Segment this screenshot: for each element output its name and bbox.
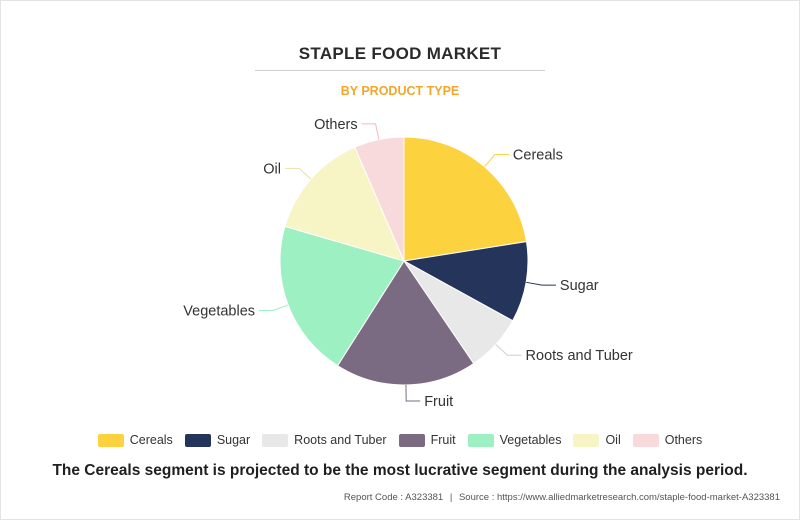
pie-slice-oil (284, 146, 405, 262)
chart-title: STAPLE FOOD MARKET (298, 44, 502, 63)
legend-label-fruit: Fruit (430, 433, 456, 447)
report-code: Report Code : A323381 (343, 492, 444, 503)
leader-line-cereals (484, 154, 509, 168)
legend-item-roots-and-tuber: Roots and Tuber (262, 433, 387, 447)
report-footer: Report Code : A323381 | Source : https:/… (0, 492, 780, 503)
legend-swatch-others (632, 433, 659, 447)
slice-label-roots-and-tuber: Roots and Tuber (526, 348, 633, 364)
leader-line-sugar (526, 281, 556, 286)
legend: Cereals Sugar Roots and Tuber Fruit Vegetabl… (0, 433, 800, 447)
legend-label-roots-and-tuber: Roots and Tuber (294, 433, 387, 447)
legend-item-cereals: Cereals (97, 433, 173, 447)
legend-label-others: Others (664, 433, 703, 447)
legend-item-vegetables: Vegetables (467, 433, 562, 447)
legend-swatch-oil (573, 433, 600, 447)
slice-label-sugar: Sugar (560, 278, 599, 294)
legend-label-vegetables: Vegetables (499, 433, 562, 447)
leader-line-oil (284, 167, 312, 180)
leader-line-others (361, 123, 380, 140)
legend-swatch-cereals (97, 433, 124, 447)
chart-caption: The Cereals segment is projected to be t… (52, 462, 748, 479)
leader-line-fruit (405, 384, 421, 402)
legend-swatch-vegetables (467, 433, 494, 447)
legend-label-sugar: Sugar (216, 433, 251, 447)
legend-label-oil: Oil (605, 433, 621, 447)
legend-swatch-fruit (398, 433, 425, 447)
legend-item-sugar: Sugar (184, 433, 251, 447)
leader-line-roots-and-tuber (495, 344, 522, 356)
legend-item-fruit: Fruit (398, 433, 456, 447)
slice-label-vegetables: Vegetables (183, 303, 255, 319)
pie-slice-cereals (403, 136, 528, 262)
report-source: Source : https://www.alliedmarketresearc… (458, 492, 780, 503)
pie-slice-sugar (402, 241, 529, 322)
legend-item-others: Others (632, 433, 703, 447)
footer-separator: | (449, 492, 453, 503)
legend-swatch-sugar (184, 433, 211, 447)
slice-label-oil: Oil (263, 161, 281, 177)
leader-line-vegetables (259, 304, 289, 311)
slice-label-fruit: Fruit (424, 394, 453, 410)
pie-chart: Cereals Sugar Roots and Tuber Fruit Vegetabl… (183, 117, 633, 410)
chart-subtitle: BY PRODUCT TYPE (340, 84, 460, 98)
legend-item-oil: Oil (573, 433, 621, 447)
title-divider (255, 70, 545, 71)
legend-label-cereals: Cereals (129, 433, 173, 447)
legend-swatch-roots-and-tuber (262, 433, 289, 447)
slice-label-cereals: Cereals (513, 148, 563, 164)
slice-label-others: Others (314, 117, 358, 133)
